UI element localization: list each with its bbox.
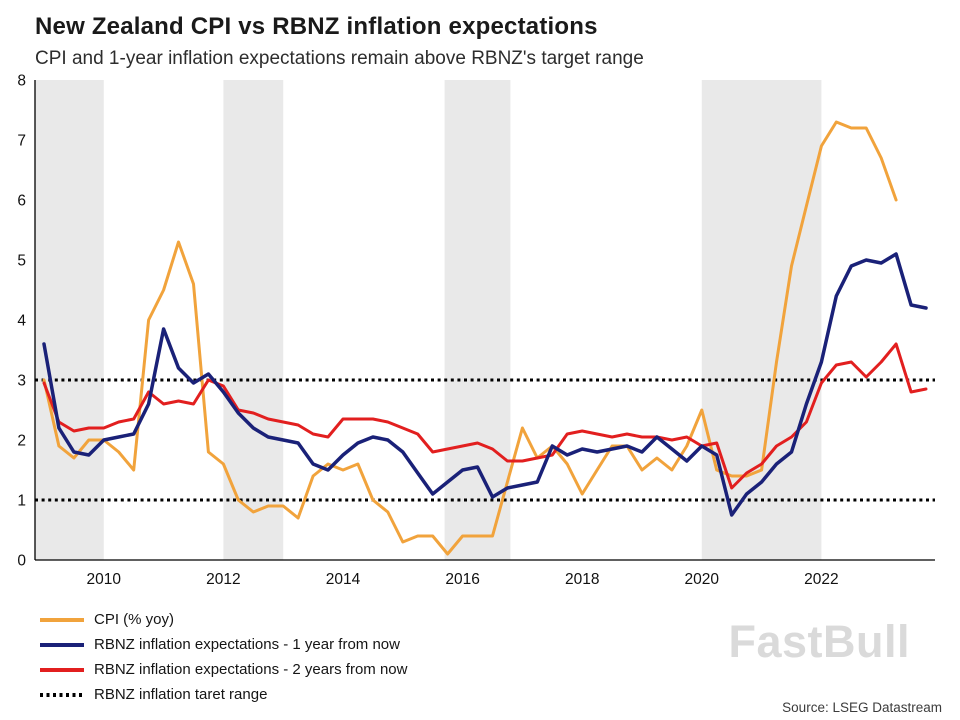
y-tick-label: 8 [17,73,26,90]
y-tick-label: 5 [17,253,26,270]
y-tick-label: 7 [17,133,26,150]
x-tick-label: 2018 [565,571,599,588]
legend-item-rbnz-2yr: RBNZ inflation expectations - 2 years fr… [40,660,407,679]
y-tick-label: 3 [17,373,26,390]
shaded-band [35,80,104,560]
shaded-band [701,80,822,560]
legend-label-target-range: RBNZ inflation taret range [94,686,268,703]
legend-swatch-rbnz-1yr [40,642,84,647]
y-tick-label: 4 [17,313,26,330]
x-tick-label: 2014 [326,571,361,588]
legend-swatch-rbnz-2yr [40,667,84,672]
legend-item-target-range: RBNZ inflation taret range [40,685,407,704]
legend: CPI (% yoy) RBNZ inflation expectations -… [40,610,407,704]
y-tick-label: 2 [17,433,26,450]
series-cpi-line [42,120,898,556]
source-attribution: Source: LSEG Datastream [782,700,942,715]
x-tick-label: 2020 [685,571,720,588]
legend-label-rbnz-1yr: RBNZ inflation expectations - 1 year fro… [94,636,400,653]
chart-subtitle: CPI and 1-year inflation expectations re… [35,48,644,69]
chart-title: New Zealand CPI vs RBNZ inflation expect… [35,13,598,40]
x-tick-label: 2016 [445,571,479,588]
legend-item-rbnz-1yr: RBNZ inflation expectations - 1 year fro… [40,635,407,654]
series-rbnz-2yr-line [42,342,928,490]
y-tick-label: 6 [17,193,26,210]
legend-label-cpi: CPI (% yoy) [94,611,175,628]
x-tick-label: 2010 [87,571,122,588]
line-chart: 0 1 2 3 4 5 6 7 8 2010 2012 2014 2016 2018 2020 2022 [17,73,935,588]
legend-swatch-target-range [40,692,84,697]
x-tick-label: 2022 [804,571,838,588]
y-tick-label: 1 [17,493,26,510]
shaded-band [223,80,284,560]
legend-item-cpi: CPI (% yoy) [40,610,407,629]
legend-label-rbnz-2yr: RBNZ inflation expectations - 2 years fr… [94,661,408,678]
watermark: FastBull [728,616,910,667]
y-tick-label: 0 [17,553,26,570]
shaded-band [444,80,511,560]
x-tick-label: 2012 [206,571,240,588]
legend-swatch-cpi [40,617,84,622]
series-rbnz-1yr-line [42,252,928,517]
chart-header: New Zealand CPI vs RBNZ inflation expect… [0,0,960,70]
